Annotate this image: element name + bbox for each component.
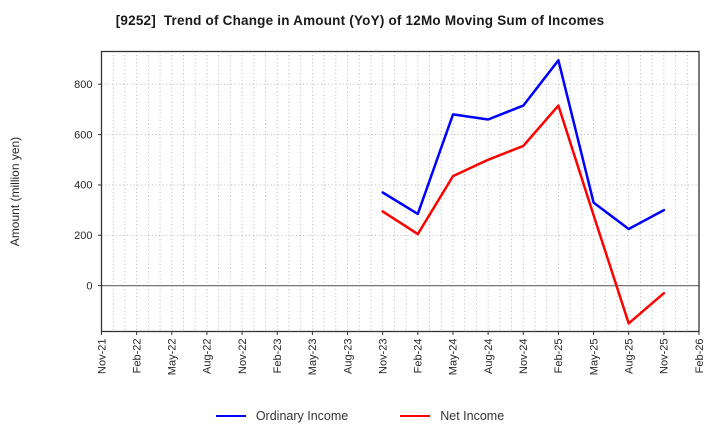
legend-label-ordinary-income: Ordinary Income <box>255 409 349 423</box>
net-income-line-swatch <box>400 415 431 417</box>
y-tick-label: 400 <box>74 180 92 192</box>
y-tick-label: 0 <box>86 280 92 292</box>
legend-label-net-income: Net Income <box>440 409 505 423</box>
y-axis-label: Amount (million yen) <box>8 137 22 246</box>
legend-item-ordinary-income: Ordinary Income <box>215 409 349 423</box>
y-tick-label: 600 <box>74 129 92 141</box>
x-tick-label: Aug-23 <box>342 339 354 374</box>
x-tick-label: May-22 <box>167 339 179 376</box>
x-tick-label: Nov-25 <box>659 339 671 374</box>
chart-title: [9252] Trend of Change in Amount (YoY) o… <box>115 13 605 28</box>
x-tick-label: Nov-23 <box>377 339 389 374</box>
x-tick-label: May-23 <box>307 339 319 376</box>
x-tick-label: Feb-24 <box>413 339 425 374</box>
ordinary-income-line <box>381 59 666 231</box>
ordinary-income-line-swatch <box>215 415 246 417</box>
x-tick-label: Feb-22 <box>131 339 143 374</box>
x-tick-label: Aug-25 <box>623 339 635 374</box>
net-income-line <box>381 104 666 325</box>
y-tick-label: 800 <box>74 79 92 91</box>
y-tick-label: 200 <box>74 230 92 242</box>
x-tick-label: Aug-22 <box>202 339 214 374</box>
x-tick-label: May-24 <box>448 339 460 376</box>
x-tick-label: Feb-23 <box>272 339 284 374</box>
x-tick-label: Aug-24 <box>483 339 495 374</box>
x-tick-label: Feb-25 <box>553 339 565 374</box>
x-tick-label: Nov-24 <box>518 339 530 374</box>
x-tick-label: Nov-21 <box>96 339 108 374</box>
x-tick-label: May-25 <box>588 339 600 376</box>
plot-frame <box>100 50 700 333</box>
legend: Ordinary Income Net Income <box>0 402 720 430</box>
x-tick-label: Nov-22 <box>237 339 249 374</box>
legend-item-net-income: Net Income <box>400 409 504 423</box>
x-tick-label: Feb-26 <box>694 339 706 374</box>
